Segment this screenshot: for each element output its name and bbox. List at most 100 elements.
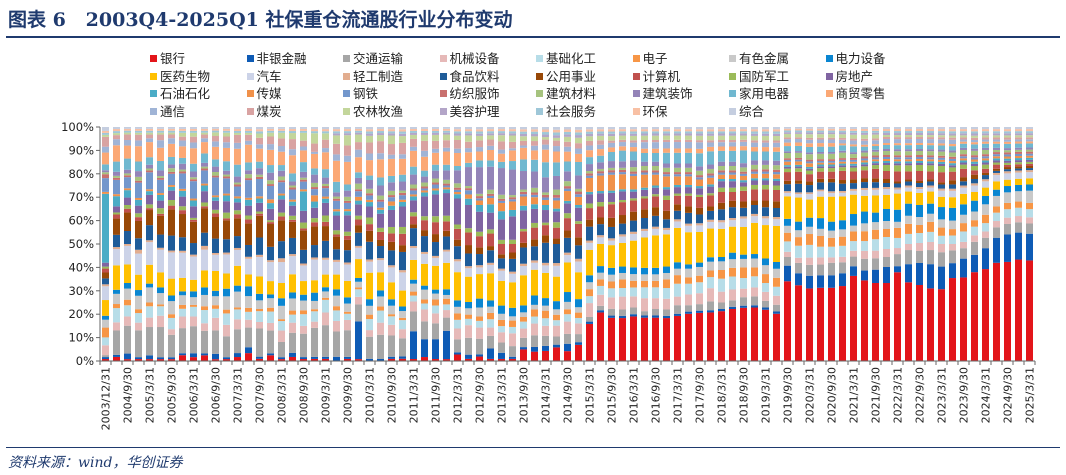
bar-segment — [344, 209, 351, 212]
legend-swatch — [729, 107, 736, 115]
legend-item: 农林牧渔 — [343, 104, 403, 119]
bar-segment — [630, 296, 637, 308]
bar-segment — [498, 211, 505, 220]
bar-segment — [861, 158, 868, 161]
bar-segment — [850, 190, 857, 195]
bar-segment — [410, 228, 417, 246]
bar-segment — [267, 246, 274, 261]
bar-segment — [960, 160, 967, 163]
bar-segment — [179, 210, 186, 215]
bar-segment — [861, 223, 868, 232]
bar-segment — [971, 135, 978, 138]
bar-segment — [949, 235, 956, 244]
bar-segment — [586, 219, 593, 227]
bar-segment — [652, 131, 659, 134]
bar-segment — [157, 147, 164, 161]
bar-segment — [157, 287, 164, 294]
bar-segment — [861, 178, 868, 183]
bar-segment — [993, 212, 1000, 222]
bar-segment — [949, 184, 956, 189]
bar-segment — [674, 174, 681, 177]
bar-segment — [663, 266, 670, 273]
bar-segment — [564, 129, 571, 132]
bar-segment — [828, 164, 835, 167]
bar-segment — [762, 169, 769, 172]
bar-segment — [597, 162, 604, 169]
bar-segment — [498, 280, 505, 306]
bar-segment — [168, 250, 175, 253]
bar-segment — [619, 272, 626, 280]
bar-segment — [102, 178, 109, 192]
bar-segment — [234, 249, 241, 266]
bar-segment — [542, 205, 549, 211]
bar-segment — [608, 297, 615, 309]
bar-segment — [619, 266, 626, 273]
bar-segment — [696, 282, 703, 294]
bar-segment — [839, 167, 846, 171]
bar-segment — [575, 153, 582, 162]
bar-segment — [828, 166, 835, 169]
bar-segment — [377, 358, 384, 361]
bar-segment — [1015, 131, 1022, 134]
bar-segment — [586, 249, 593, 276]
bar-segment — [113, 131, 120, 134]
bar-segment — [476, 307, 483, 317]
bar-segment — [311, 280, 318, 293]
bar-segment — [289, 149, 296, 156]
bar-segment — [487, 135, 494, 140]
bar-segment — [553, 175, 560, 190]
bar-segment — [828, 171, 835, 179]
bar-segment — [124, 190, 131, 198]
bar-segment — [894, 165, 901, 172]
bar-segment — [993, 181, 1000, 190]
bar-segment — [740, 186, 747, 191]
footer-divider — [6, 447, 1060, 448]
bar-segment — [135, 359, 142, 361]
bar-segment — [366, 259, 373, 262]
bar-segment — [157, 179, 164, 194]
bar-segment — [333, 236, 340, 250]
bar-segment — [234, 307, 241, 310]
bar-segment — [256, 311, 263, 322]
bar-segment — [388, 195, 395, 198]
bar-segment — [740, 216, 747, 219]
bar-segment — [454, 192, 461, 195]
bar-segment — [531, 304, 538, 310]
bar-segment — [872, 239, 879, 251]
bar-segment — [619, 309, 626, 316]
bar-segment — [498, 358, 505, 361]
bar-segment — [212, 308, 219, 318]
bar-segment — [982, 139, 989, 142]
bar-segment — [674, 315, 681, 361]
bar-segment — [399, 272, 406, 291]
bar-segment — [982, 223, 989, 232]
bar-segment — [784, 146, 791, 152]
bar-segment — [553, 135, 560, 138]
bar-segment — [1015, 166, 1022, 169]
bar-segment — [201, 355, 208, 361]
bar-segment — [982, 164, 989, 169]
bar-segment — [322, 226, 329, 241]
bar-segment — [949, 135, 956, 138]
bar-segment — [311, 311, 318, 322]
bar-segment — [806, 161, 813, 164]
bar-segment — [993, 168, 1000, 171]
bar-segment — [784, 281, 791, 361]
bar-segment — [949, 278, 956, 361]
bar-segment — [938, 131, 945, 134]
bar-segment — [619, 288, 626, 297]
bar-segment — [872, 134, 879, 139]
bar-segment — [542, 305, 549, 311]
bar-segment — [102, 300, 109, 316]
bar-segment — [630, 200, 637, 212]
bar-segment — [190, 304, 197, 307]
bar-segment — [267, 128, 274, 131]
bar-segment — [498, 153, 505, 162]
bar-segment — [927, 171, 934, 180]
bar-segment — [762, 309, 769, 361]
bar-segment — [245, 319, 252, 328]
bar-segment — [289, 221, 296, 238]
bar-segment — [575, 261, 582, 273]
bar-segment — [157, 272, 164, 288]
bar-segment — [102, 152, 109, 165]
